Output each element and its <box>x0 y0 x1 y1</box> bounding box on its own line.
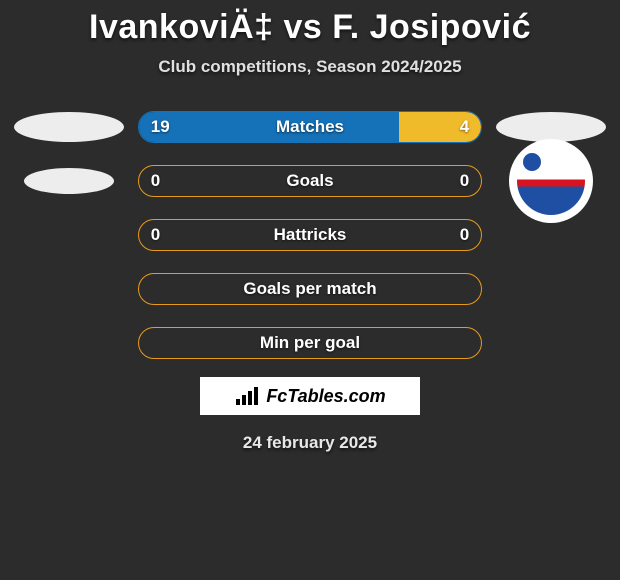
stat-row: Min per goal <box>0 323 620 363</box>
club-crest-icon <box>517 147 585 215</box>
stat-bar: 00Hattricks <box>138 219 482 251</box>
subtitle: Club competitions, Season 2024/2025 <box>0 57 620 77</box>
left-avatar-slot <box>0 168 138 194</box>
player-left-avatar <box>14 112 124 142</box>
bar-chart-icon <box>234 385 260 407</box>
stat-bar: Min per goal <box>138 327 482 359</box>
stats-rows: 194Matches 00Goals 00Hattricks Goals per ma… <box>0 107 620 363</box>
comparison-widget: IvankoviÄ‡ vs F. Josipović Club competit… <box>0 0 620 453</box>
stat-row: Goals per match <box>0 269 620 309</box>
footer-date: 24 february 2025 <box>0 433 620 453</box>
footer-logo[interactable]: FcTables.com <box>200 377 420 415</box>
team-right-badge <box>509 139 593 223</box>
stat-label: Min per goal <box>139 333 481 353</box>
page-title: IvankoviÄ‡ vs F. Josipović <box>0 8 620 47</box>
footer-logo-text: FcTables.com <box>266 386 385 407</box>
team-left-badge <box>24 168 114 194</box>
player-right-avatar <box>496 112 606 142</box>
stat-bar: 00Goals <box>138 165 482 197</box>
right-avatar-slot <box>482 112 620 142</box>
stat-label: Matches <box>139 117 481 137</box>
stat-bar: Goals per match <box>138 273 482 305</box>
stat-label: Hattricks <box>139 225 481 245</box>
left-avatar-slot <box>0 112 138 142</box>
stat-bar: 194Matches <box>138 111 482 143</box>
right-avatar-slot <box>482 139 620 223</box>
stat-row: 00Goals <box>0 161 620 201</box>
stat-label: Goals per match <box>139 279 481 299</box>
stat-label: Goals <box>139 171 481 191</box>
